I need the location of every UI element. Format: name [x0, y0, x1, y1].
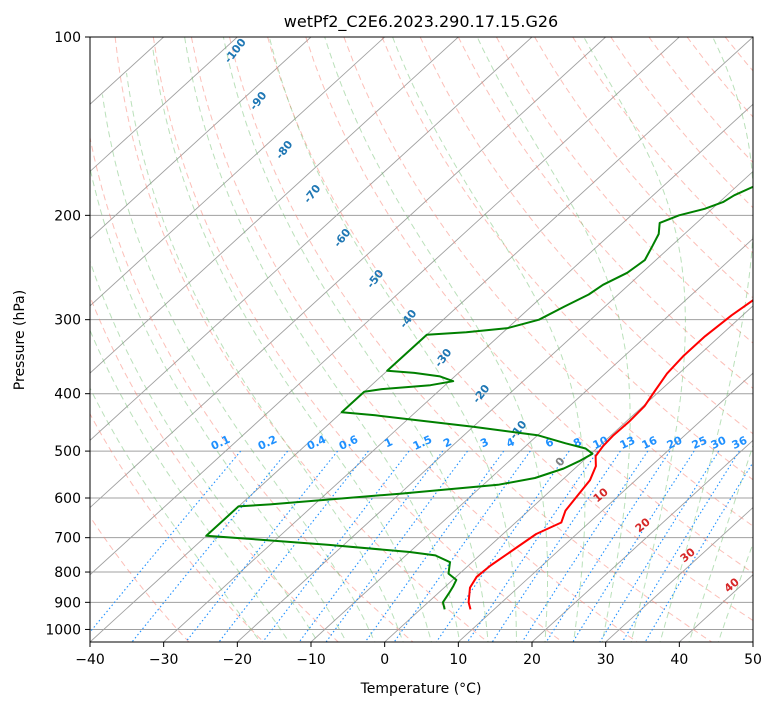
dry-adiabat-line [90, 515, 190, 642]
moist-adiabat-line [324, 37, 549, 642]
isotherm-line [383, 305, 753, 642]
moist-adiabat-line [583, 37, 686, 642]
y-tick-label: 100 [54, 30, 81, 46]
mixing-ratio-line [572, 450, 695, 642]
dry-adiabat-line [90, 295, 339, 642]
x-tick-label: 10 [449, 652, 467, 668]
isotherm-line [90, 37, 533, 441]
moist-adiabat-line [184, 37, 461, 642]
sounding-profiles [205, 185, 753, 610]
mixing-ratio-label: 13 [618, 434, 637, 452]
temperature-profile-line [467, 299, 753, 610]
mixing-ratio-line [364, 450, 505, 642]
plot-area: 0.1 0.2 0.4 0.6 1 1.5 2 3 4 6 8 10 13 16 20 25 30 36-100-… [90, 37, 753, 642]
isotherm-line [90, 37, 312, 240]
x-tick-label: 40 [670, 652, 688, 668]
mixing-ratio-label: 36 [730, 434, 750, 452]
mixing-ratio-line [621, 450, 740, 642]
mixing-ratio-line [435, 450, 570, 642]
y-tick-label: 800 [54, 565, 81, 581]
y-tick-label: 600 [54, 491, 81, 507]
moist-adiabat-line [90, 328, 290, 642]
mixing-ratio-line [218, 450, 369, 642]
moist-adiabat-line [126, 72, 404, 642]
x-tick-label: 20 [523, 652, 541, 668]
isotherm-line [531, 439, 753, 642]
y-tick-label: 300 [54, 313, 81, 329]
mixing-ratio-line [466, 450, 599, 642]
mixing-ratio-label: 16 [640, 434, 660, 452]
x-tick-label: −30 [149, 652, 179, 668]
x-tick-label: −40 [75, 652, 105, 668]
y-axis-ticks: 100 200 300 400 500 600 700 800 900 1000 [45, 30, 90, 638]
isotherm-line [457, 372, 753, 642]
chart-title: wetPf2_C2E6.2023.290.17.15.G26 [284, 12, 558, 32]
y-tick-label: 700 [54, 531, 81, 547]
isotherm-line [236, 170, 753, 642]
dry-adiabat-line [534, 37, 753, 299]
isobar-grid [90, 37, 753, 630]
dry-adiabat-line [90, 135, 414, 642]
isotherm-line [90, 37, 681, 576]
mixing-ratio-line [644, 461, 753, 642]
isotherm-line [90, 37, 607, 509]
moist-adiabat-line [392, 37, 586, 642]
mixing-ratio-label: 30 [709, 434, 729, 452]
y-tick-label: 900 [54, 595, 81, 611]
x-tick-label: 30 [597, 652, 615, 668]
x-tick-label: −10 [296, 652, 326, 668]
dry-adiabat-line [90, 412, 265, 642]
y-tick-label: 200 [54, 208, 81, 224]
mixing-ratio-line [491, 450, 621, 642]
dry-adiabat-line [495, 37, 753, 344]
dewpoint-profile-line [205, 185, 753, 610]
mixing-ratio-label: 20 [665, 434, 685, 452]
moist-adiabat-line [659, 37, 753, 642]
dry-adiabat-line [152, 37, 564, 642]
moist-adiabat-line [222, 37, 489, 642]
isotherm-line [90, 37, 239, 173]
isotherm-line [90, 37, 460, 374]
moist-adiabat-line [717, 542, 753, 642]
moist-adiabat-line [688, 444, 753, 642]
plot-frame [89, 36, 754, 643]
mixing-ratio-line [185, 450, 339, 642]
mixing-ratio-line [599, 450, 720, 642]
dry-adiabat-line [190, 37, 638, 642]
mixing-ratio-line [325, 450, 468, 642]
mixing-ratio-line [545, 450, 671, 642]
y-tick-label: 400 [54, 387, 81, 403]
mixing-ratio-line [298, 450, 444, 642]
mixing-ratio-label: 10 [591, 434, 611, 452]
moist-adiabat-line [101, 94, 376, 642]
isotherm-line [604, 506, 753, 642]
x-tick-label: 50 [744, 652, 762, 668]
dry-adiabat-line [419, 37, 753, 435]
isotherm-line [310, 238, 753, 642]
isotherm-line [90, 37, 386, 307]
y-axis-title: Pressure (hPa) [12, 290, 28, 390]
y-tick-label: 1000 [45, 622, 81, 638]
dry-adiabat-line [229, 37, 713, 642]
mixing-ratio-lines [90, 450, 753, 642]
mixing-ratio-label: 25 [690, 434, 709, 452]
x-tick-label: 0 [380, 652, 389, 668]
x-axis-ticks: −40 −30 −20 −10 0 10 20 30 40 50 [75, 642, 762, 668]
moist-adiabat-line [90, 387, 261, 642]
moist-adiabat-line [268, 37, 517, 642]
x-axis-title: Temperature (°C) [360, 681, 482, 697]
dry-adiabat-line [381, 37, 753, 481]
moist-adiabat-line [476, 37, 631, 642]
y-tick-label: 500 [54, 444, 81, 460]
x-tick-label: −20 [223, 652, 253, 668]
dry-adiabat-line [267, 37, 753, 622]
